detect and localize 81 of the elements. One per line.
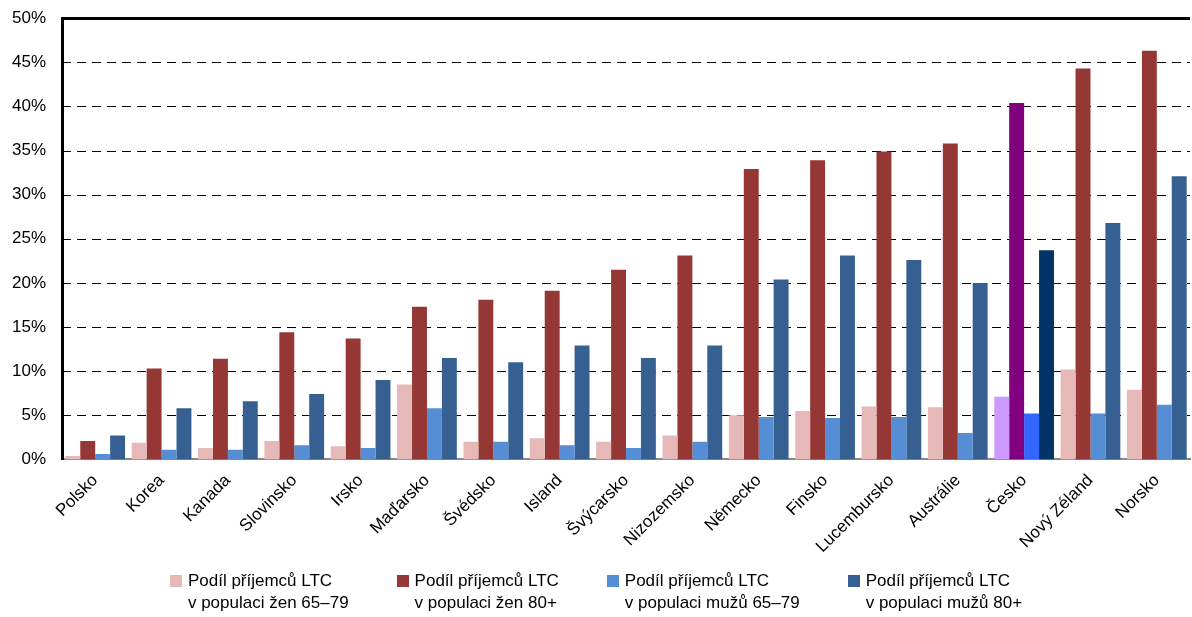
bar bbox=[1024, 413, 1040, 460]
bar bbox=[743, 169, 759, 460]
bar bbox=[375, 380, 391, 460]
bar bbox=[1009, 102, 1025, 460]
bar bbox=[360, 447, 376, 460]
bar bbox=[110, 435, 126, 460]
y-tick-label: 5% bbox=[21, 404, 47, 424]
bar bbox=[1105, 222, 1121, 460]
legend-label: Podíl příjemců LTC v populaci mužů 65–79 bbox=[624, 570, 800, 614]
bar bbox=[279, 332, 295, 460]
bar bbox=[309, 394, 325, 460]
y-tick-label: 45% bbox=[11, 52, 47, 72]
bar bbox=[728, 415, 744, 460]
bar bbox=[176, 408, 192, 460]
y-tick-label: 30% bbox=[11, 184, 47, 204]
legend-label: Podíl příjemců LTC v populaci žen 80+ bbox=[414, 570, 559, 614]
bar bbox=[478, 299, 494, 460]
legend-label: Podíl příjemců LTC v populaci žen 65–79 bbox=[187, 570, 349, 614]
bar bbox=[397, 384, 413, 460]
bar bbox=[810, 160, 826, 460]
bar bbox=[662, 435, 678, 460]
bar bbox=[876, 151, 892, 460]
bar bbox=[707, 345, 723, 460]
y-tick-label: 50% bbox=[11, 7, 47, 27]
y-tick-label: 0% bbox=[21, 449, 47, 469]
bar bbox=[891, 417, 907, 460]
bar bbox=[692, 441, 708, 460]
bar bbox=[906, 259, 922, 460]
bar bbox=[80, 440, 96, 460]
bar bbox=[825, 417, 840, 460]
legend-label: Podíl příjemců LTC v populaci mužů 80+ bbox=[865, 570, 1023, 614]
bar bbox=[773, 279, 789, 460]
bar bbox=[131, 442, 147, 460]
bar bbox=[1090, 413, 1106, 460]
bar bbox=[957, 432, 973, 460]
bar bbox=[758, 417, 774, 460]
bar bbox=[795, 410, 811, 460]
bar bbox=[574, 345, 590, 460]
bar bbox=[1126, 389, 1142, 460]
bar bbox=[994, 396, 1010, 460]
bar bbox=[345, 338, 361, 460]
bar bbox=[1171, 176, 1187, 460]
y-tick-label: 35% bbox=[11, 140, 47, 160]
bar bbox=[212, 358, 228, 460]
bar bbox=[927, 407, 943, 460]
bar bbox=[242, 401, 258, 460]
bar bbox=[146, 368, 162, 460]
bar bbox=[611, 269, 627, 460]
y-tick-label: 25% bbox=[11, 228, 47, 248]
bar bbox=[227, 449, 243, 460]
bar bbox=[426, 408, 442, 460]
bar bbox=[264, 440, 280, 460]
bar bbox=[840, 255, 855, 460]
bar bbox=[493, 441, 509, 460]
y-tick-label: 15% bbox=[11, 316, 47, 336]
bar bbox=[508, 362, 524, 460]
bar bbox=[330, 446, 346, 460]
bar bbox=[412, 306, 427, 460]
bar bbox=[1141, 50, 1157, 460]
bar bbox=[95, 454, 111, 460]
bar bbox=[529, 438, 545, 460]
y-tick-label: 20% bbox=[11, 272, 47, 292]
y-tick-label: 10% bbox=[11, 360, 47, 380]
bar bbox=[294, 445, 310, 460]
bar bbox=[861, 406, 877, 460]
bar bbox=[1075, 68, 1091, 460]
bar bbox=[626, 447, 641, 460]
bar bbox=[463, 441, 479, 460]
bar bbox=[640, 357, 656, 460]
bar bbox=[544, 290, 560, 460]
bar bbox=[942, 143, 958, 460]
bar bbox=[972, 282, 988, 460]
bar bbox=[1156, 404, 1172, 460]
bar bbox=[198, 447, 213, 460]
y-tick-label: 40% bbox=[11, 96, 47, 116]
bar bbox=[677, 255, 693, 460]
bar bbox=[441, 357, 457, 460]
bar bbox=[1060, 369, 1076, 460]
bar bbox=[559, 445, 575, 460]
bar bbox=[1039, 250, 1054, 460]
bar bbox=[596, 441, 612, 460]
